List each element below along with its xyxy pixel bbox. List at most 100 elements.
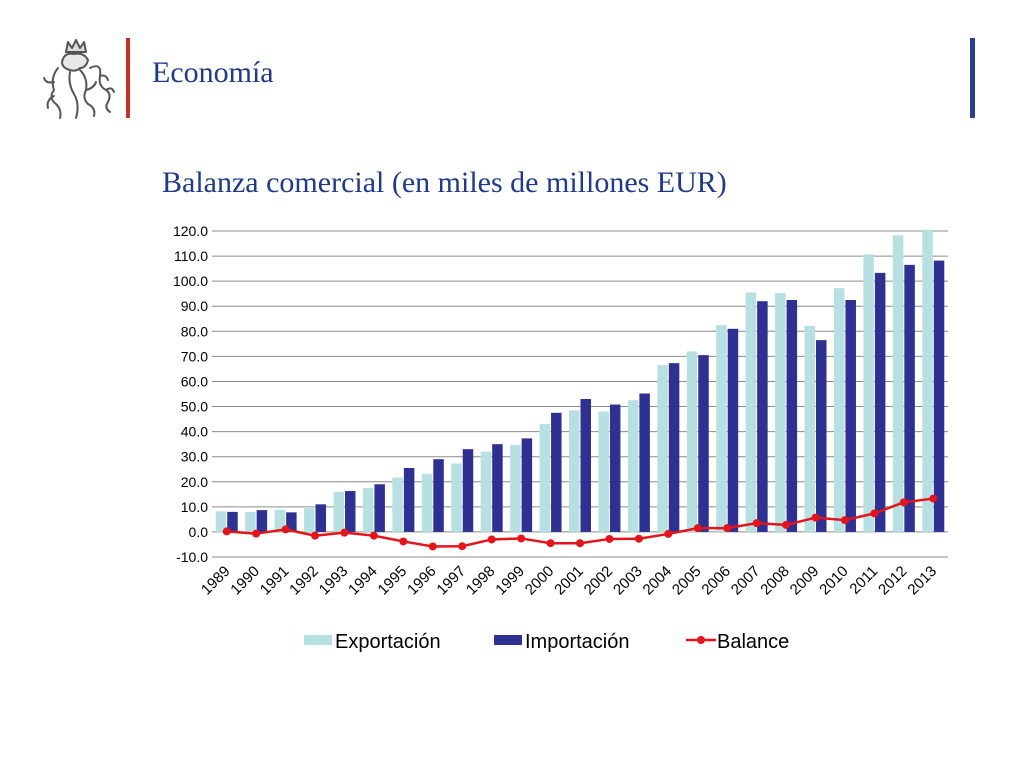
header-red-divider	[126, 38, 130, 118]
export-bar	[304, 508, 315, 532]
y-tick-label: 110.0	[174, 248, 208, 264]
balance-point	[811, 513, 820, 522]
import-bar	[933, 260, 945, 532]
header-title: Economía	[152, 56, 274, 89]
import-bar	[727, 328, 739, 532]
import-bar	[551, 412, 562, 532]
export-bar	[863, 254, 874, 532]
x-tick-label: 2011	[846, 563, 881, 598]
balance-point	[458, 542, 467, 551]
y-tick-label: 90.0	[181, 298, 208, 314]
export-bar	[922, 229, 933, 532]
y-tick-label: 0.0	[189, 524, 209, 540]
export-bar	[569, 410, 580, 532]
import-bar	[845, 299, 856, 532]
x-tick-label: 2012	[875, 563, 911, 599]
x-tick-label: 1991	[257, 563, 293, 599]
lion-crest-icon	[40, 38, 116, 122]
export-bar	[274, 509, 286, 532]
import-bar	[227, 511, 238, 532]
x-tick-label: 2000	[522, 563, 558, 599]
y-tick-label: 30.0	[181, 449, 208, 465]
balance-point	[517, 534, 526, 543]
export-bar	[362, 488, 374, 532]
import-bar	[609, 404, 621, 532]
import-bar	[816, 340, 827, 532]
balance-point	[634, 534, 643, 543]
export-bar	[745, 292, 757, 532]
export-bar	[539, 424, 551, 532]
x-tick-label: 2003	[610, 563, 646, 599]
balance-point	[340, 528, 349, 537]
x-tick-label: 2002	[581, 563, 617, 599]
export-bar	[451, 463, 462, 532]
balance-point	[576, 539, 584, 548]
import-bar	[580, 399, 591, 532]
balance-point	[428, 542, 437, 551]
import-bar	[315, 504, 327, 532]
balance-point	[693, 524, 702, 533]
legend-export-label: Exportación	[335, 631, 441, 653]
legend-balance-label: Balance	[717, 631, 789, 653]
legend-import-swatch	[494, 635, 522, 645]
x-tick-label: 2001	[551, 563, 587, 599]
balance-point	[546, 539, 555, 548]
y-tick-label: 50.0	[181, 399, 208, 415]
y-tick-label: 60.0	[181, 373, 208, 389]
export-bar	[392, 477, 403, 532]
balance-point	[782, 520, 791, 529]
export-bar	[892, 235, 904, 532]
export-bar	[775, 292, 786, 532]
x-tick-label: 1990	[227, 563, 263, 599]
export-bar	[716, 325, 727, 532]
balance-point	[281, 525, 290, 534]
import-bar	[286, 512, 297, 532]
export-bar	[510, 444, 521, 532]
export-bar	[215, 511, 227, 532]
chart-title: Balanza comercial (en miles de millones …	[162, 166, 727, 199]
export-bar	[421, 473, 433, 532]
balance-point	[222, 527, 231, 536]
balance-point	[369, 531, 378, 540]
y-tick-label: 10.0	[181, 499, 208, 515]
legend-balance-marker	[697, 636, 705, 644]
y-tick-label: 70.0	[181, 348, 208, 364]
legend-import-label: Importación	[525, 631, 630, 653]
x-tick-label: 2004	[640, 563, 676, 599]
import-bar	[344, 491, 356, 532]
balance-point	[840, 516, 849, 525]
y-tick-label: 20.0	[181, 474, 208, 490]
export-bar	[480, 451, 492, 532]
export-bar	[598, 411, 609, 532]
import-bar	[403, 467, 415, 532]
x-tick-label: 1995	[375, 563, 411, 599]
import-bar	[904, 264, 915, 532]
import-bar	[668, 363, 680, 532]
import-bar	[492, 444, 503, 532]
import-bar	[874, 272, 886, 532]
balance-point	[487, 535, 496, 544]
x-tick-label: 2013	[904, 563, 940, 599]
x-tick-label: 2009	[787, 563, 823, 599]
x-tick-label: 1999	[492, 563, 528, 599]
x-tick-label: 2005	[669, 563, 705, 599]
x-tick-label: 1992	[286, 563, 322, 599]
export-bar	[333, 491, 344, 532]
import-bar	[256, 510, 268, 532]
import-bar	[462, 449, 474, 532]
y-tick-label: 100.0	[173, 273, 208, 289]
x-tick-label: 1997	[433, 563, 469, 599]
export-bar	[627, 400, 639, 532]
y-tick-label: 80.0	[181, 323, 208, 339]
balance-point	[664, 529, 673, 538]
export-bar	[833, 288, 845, 532]
header-blue-divider	[970, 38, 975, 118]
import-bar	[521, 438, 533, 532]
balance-point	[311, 531, 320, 540]
y-tick-label: 40.0	[181, 424, 208, 440]
x-tick-label: 1993	[316, 563, 352, 599]
import-bar	[757, 301, 768, 532]
export-bar	[804, 325, 816, 532]
legend-export-swatch	[304, 635, 332, 645]
